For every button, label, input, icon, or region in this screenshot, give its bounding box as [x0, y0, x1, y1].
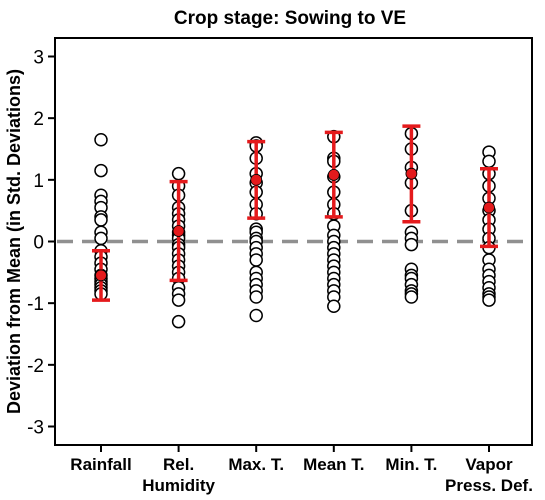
mean-point — [95, 269, 107, 282]
mean-point — [172, 225, 185, 237]
y-tick-label: 3 — [33, 48, 44, 69]
data-point — [249, 253, 263, 267]
x-tick-label: Rel. Humidity — [142, 455, 215, 495]
plot-area — [57, 124, 530, 329]
data-point — [171, 293, 186, 307]
mean-point — [250, 173, 263, 186]
x-tick-label: Rainfall — [70, 455, 131, 474]
x-tick-label: Min. T. — [385, 455, 437, 474]
mean-point — [405, 167, 418, 180]
data-point — [327, 299, 341, 313]
y-tick-label: 0 — [33, 233, 44, 254]
y-tick-label: -1 — [27, 294, 44, 315]
data-point — [94, 133, 108, 147]
data-point — [171, 314, 186, 329]
y-tick-label: 2 — [33, 109, 44, 130]
data-point — [94, 231, 108, 246]
data-point — [94, 163, 108, 178]
x-axis: Rainfall Rel. Humidity Max. T. Mean T. Min. T… — [70, 445, 533, 495]
x-tick-label: Max. T. — [228, 455, 284, 474]
data-point — [249, 308, 263, 323]
mean-point — [327, 168, 340, 181]
y-tick-label: 1 — [33, 171, 44, 192]
y-axis-label: Deviation from Mean (in Std. Deviations) — [4, 69, 24, 414]
y-tick-label: -2 — [27, 356, 44, 377]
x-tick-label: Vapor Press. Def. — [445, 455, 533, 495]
y-tick-label: -3 — [27, 418, 44, 439]
data-point — [404, 290, 419, 304]
x-tick-label: Mean T. — [303, 455, 364, 474]
data-point — [482, 154, 496, 169]
mean-point — [483, 201, 495, 214]
data-point — [482, 293, 496, 307]
data-point — [171, 166, 186, 181]
data-point — [249, 290, 263, 304]
data-point — [94, 213, 108, 227]
y-axis: -3 -2 -1 0 1 2 3 — [27, 48, 55, 439]
data-point — [404, 237, 419, 252]
chart-title: Crop stage: Sowing to VE — [174, 8, 406, 29]
